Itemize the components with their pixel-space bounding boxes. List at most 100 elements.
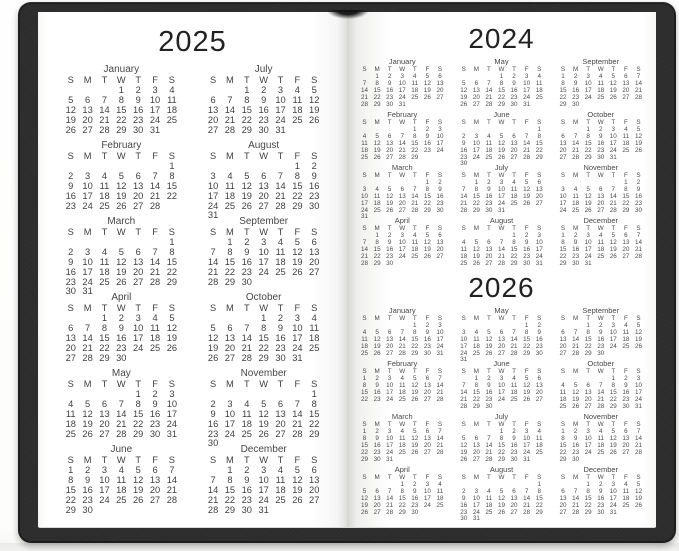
day-cell: 3 (210, 170, 216, 181)
day-cell: 14 (572, 139, 580, 147)
day-cell: 10 (634, 381, 642, 389)
months-column-may-aug: May S M T W T F S 1 2 3 4 5 6 7 8 9 10 11 12 13 14 15 16 17 18 19 2… (458, 58, 546, 267)
day-cell: 16 (386, 245, 394, 253)
day-cell: 4 (624, 480, 628, 488)
day-cell: 8 (413, 328, 417, 336)
day-cell: 19 (65, 114, 76, 125)
day-cell-empty (483, 516, 496, 523)
month-grid: S M T W T F S 1 2 3 4 5 6 7 8 9 10 11 12 13 14 15 16 17 18 19 20 21… (205, 151, 323, 221)
day-cell: 1 (68, 464, 74, 475)
day-cell: 2 (512, 427, 516, 435)
month-block: September S M T W T F S 1 2 3 4 5 6 7 8 9 10 11 12 13 14 15 16 1… (557, 58, 645, 108)
day-cell: 2 (277, 312, 284, 323)
day-cell: 20 (497, 342, 505, 350)
day-cell: 16 (373, 388, 381, 396)
weekday-header-cell: S (311, 151, 318, 161)
day-cell: 16 (133, 104, 144, 115)
day-cell: 30 (149, 428, 161, 439)
day-cell: 21 (572, 342, 580, 350)
day-cell: 17 (423, 494, 431, 502)
day-cell: 24 (584, 252, 592, 260)
weekday-header-cell: S (461, 172, 466, 179)
day-cell: 19 (609, 86, 617, 94)
day-cell: 17 (584, 245, 592, 253)
day-cell: 2 (425, 321, 430, 329)
day-cell: 19 (423, 245, 431, 253)
day-cell: 2 (573, 231, 578, 239)
day-cell: 24 (497, 395, 505, 403)
month-grid: S M T W T F S 1 2 3 4 5 6 7 8 9 10 11 12 13 14 15 16 17 18 19 20 21… (62, 455, 180, 516)
day-cell: 5 (387, 185, 392, 193)
day-cell: 7 (462, 185, 466, 193)
day-cell: 6 (68, 322, 74, 333)
day-cell: 17 (436, 139, 444, 147)
day-cell: 23 (149, 418, 161, 429)
weekday-header-cell: W (259, 227, 269, 237)
day-cell: 1 (425, 178, 430, 186)
day-cell: 24 (609, 501, 617, 509)
day-cell: 26 (609, 252, 617, 260)
day-cell-empty (520, 516, 533, 523)
weekday-header-cell: W (116, 75, 126, 85)
day-cell: 9 (68, 256, 74, 267)
day-cell: 21 (497, 252, 505, 260)
day-cell: 11 (373, 192, 381, 200)
day-cell: 22 (398, 501, 406, 509)
day-cell: 28 (99, 124, 110, 135)
weekday-header-cell: S (168, 151, 175, 161)
weekday-header-cell: M (374, 119, 380, 126)
day-cell: 18 (361, 146, 369, 154)
weekday-header-cell: F (623, 421, 628, 428)
weekday-header-cell: S (636, 225, 641, 232)
year-title-2025: 2025 (158, 26, 227, 58)
weekday-header-cell: T (135, 227, 142, 237)
day-cell: 4 (362, 132, 367, 140)
day-cell: 19 (497, 501, 505, 509)
day-cell: 10 (398, 238, 406, 246)
weekday-header-cell: F (294, 151, 301, 161)
day-cell: 24 (423, 501, 431, 509)
weekday-header-cell: M (83, 303, 92, 313)
weekday-header-cell: S (209, 303, 217, 313)
day-cell: 28 (485, 455, 493, 463)
day-cell: 20 (133, 266, 144, 277)
day-cell: 4 (277, 236, 284, 247)
day-cell: 13 (597, 192, 605, 200)
day-cell: 26 (497, 508, 505, 516)
day-cell: 6 (400, 185, 404, 193)
day-cell: 9 (624, 381, 628, 389)
day-cell-empty (130, 506, 147, 516)
day-cell: 30 (241, 504, 252, 515)
day-cell: 26 (485, 349, 493, 357)
day-cell: 4 (169, 84, 175, 95)
day-cell: 20 (472, 448, 480, 456)
day-cell: 28 (149, 276, 161, 287)
day-cell: 23 (597, 342, 605, 350)
weekday-header-cell: W (498, 474, 505, 481)
day-cell: 11 (275, 246, 286, 257)
day-cell: 19 (133, 484, 144, 495)
weekday-header-cell: S (461, 474, 466, 481)
day-cell: 9 (152, 398, 158, 409)
day-cell: 26 (423, 252, 431, 260)
weekday-header-cell: F (524, 172, 529, 179)
day-cell: 14 (460, 388, 468, 396)
day-cell: 6 (438, 72, 442, 80)
day-cell: 24 (386, 395, 394, 403)
weekday-header-cell: S (437, 315, 443, 322)
weekday-header-cell: T (135, 75, 142, 85)
month-grid: S M T W T F S 1 2 3 4 5 6 7 8 9 10 11 12 13 14 15 16 17 18 19 20 21… (458, 421, 546, 463)
day-cell: 22 (373, 93, 381, 101)
day-cell: 1 (586, 125, 590, 133)
day-cell: 8 (261, 322, 267, 333)
month-block: May S M T W T F S 1 2 3 4 5 6 7 8 9 10 11 12 13 14 15 16 17 18 19 2… (62, 368, 180, 440)
day-cell: 17 (258, 484, 269, 495)
day-cell: 15 (423, 192, 431, 200)
weekday-header-cell: S (560, 119, 566, 126)
weekday-header-cell: F (623, 315, 628, 322)
day-cell: 18 (510, 388, 518, 396)
day-cell: 4 (68, 398, 74, 409)
day-cell: 8 (561, 434, 565, 442)
day-cell-empty (306, 506, 323, 516)
day-cell: 31 (523, 100, 531, 108)
